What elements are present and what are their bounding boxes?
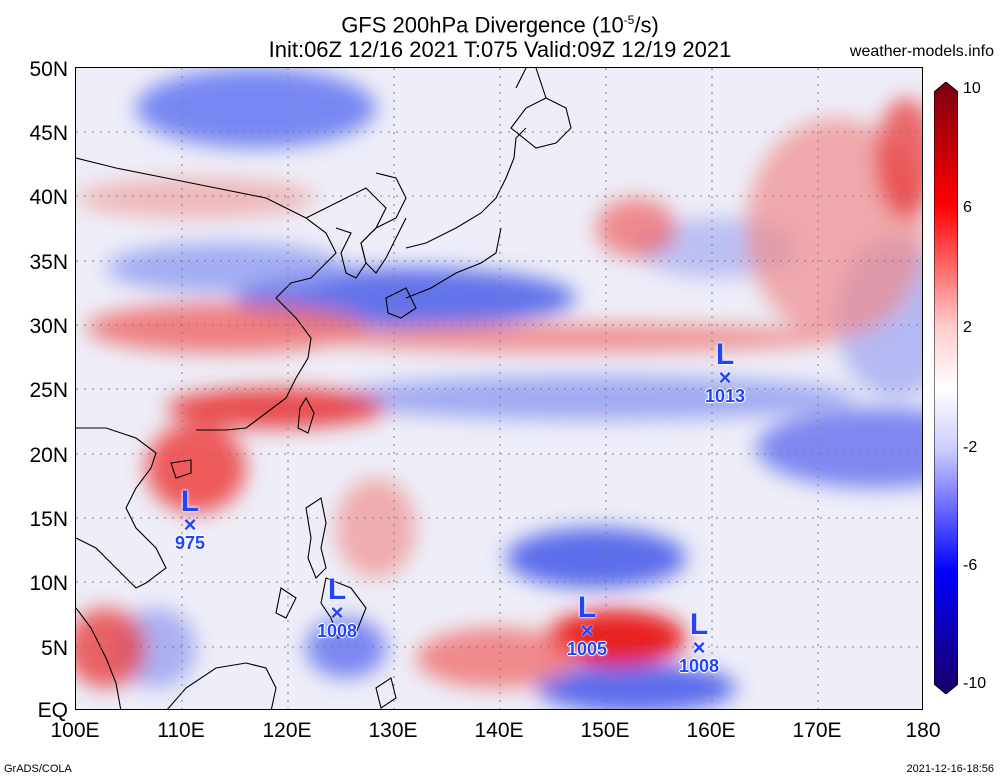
colorbar-label: -2 bbox=[963, 439, 978, 456]
low-symbol: L bbox=[715, 338, 735, 371]
lat-label: 15N bbox=[29, 508, 68, 531]
lat-label: 50N bbox=[29, 58, 68, 81]
low-symbol: L bbox=[689, 608, 709, 641]
low-pressure-marker: L × 1013 bbox=[698, 338, 752, 406]
low-pressure-value: 1005 bbox=[566, 639, 608, 659]
lon-label: 170E bbox=[792, 719, 842, 742]
low-center-icon: × bbox=[183, 512, 197, 537]
software-credit: GrADS/COLA bbox=[4, 763, 72, 775]
lat-label: 5N bbox=[41, 637, 68, 660]
low-symbol: L bbox=[180, 485, 200, 518]
colorbar-label: -10 bbox=[963, 675, 987, 692]
low-pressure-marker: L × 1005 bbox=[560, 591, 614, 659]
low-pressure-marker: L × 1008 bbox=[672, 608, 726, 676]
lat-label: EQ bbox=[37, 699, 68, 722]
low-center-icon: × bbox=[580, 618, 594, 643]
low-center-icon: × bbox=[718, 365, 732, 390]
lat-label: 20N bbox=[29, 444, 68, 467]
divergence-map bbox=[75, 67, 923, 710]
lat-label: 40N bbox=[29, 186, 68, 209]
lon-label: 140E bbox=[474, 719, 524, 742]
colorbar-label: -6 bbox=[963, 557, 978, 574]
low-symbol: L bbox=[577, 591, 597, 624]
lon-label: 150E bbox=[580, 719, 630, 742]
map-subtitle: Init:06Z 12/16 2021 T:075 Valid:09Z 12/1… bbox=[268, 37, 732, 62]
colorbar-label: 2 bbox=[963, 319, 972, 336]
lat-label: 30N bbox=[29, 315, 68, 338]
low-pressure-value: 1008 bbox=[316, 621, 358, 641]
lon-label: 100E bbox=[50, 719, 100, 742]
low-pressure-value: 1008 bbox=[678, 656, 720, 676]
colorbar bbox=[934, 82, 958, 694]
lon-label: 160E bbox=[686, 719, 736, 742]
low-pressure-value: 1013 bbox=[704, 386, 746, 406]
lon-label: 110E bbox=[157, 719, 205, 742]
low-pressure-marker: L × 975 bbox=[165, 485, 215, 553]
low-center-icon: × bbox=[692, 635, 706, 660]
low-center-icon: × bbox=[330, 600, 344, 625]
lon-label: 120E bbox=[262, 719, 312, 742]
lon-label: 180 bbox=[905, 719, 941, 742]
lat-label: 10N bbox=[29, 572, 68, 595]
site-credit: weather-models.info bbox=[849, 43, 994, 60]
lon-label: 130E bbox=[368, 719, 418, 742]
lat-label: 25N bbox=[29, 379, 68, 402]
lat-label: 45N bbox=[29, 122, 68, 145]
low-pressure-value: 975 bbox=[174, 533, 206, 553]
colorbar-label: 10 bbox=[963, 80, 981, 97]
low-pressure-marker: L × 1008 bbox=[310, 573, 364, 641]
divergence-field bbox=[76, 68, 922, 709]
low-symbol: L bbox=[327, 573, 347, 606]
generation-timestamp: 2021-12-16-18:56 bbox=[906, 763, 994, 775]
map-title: GFS 200hPa Divergence (10-5/s) bbox=[341, 12, 659, 38]
colorbar-label: 6 bbox=[963, 199, 972, 216]
lat-label: 35N bbox=[29, 251, 68, 274]
